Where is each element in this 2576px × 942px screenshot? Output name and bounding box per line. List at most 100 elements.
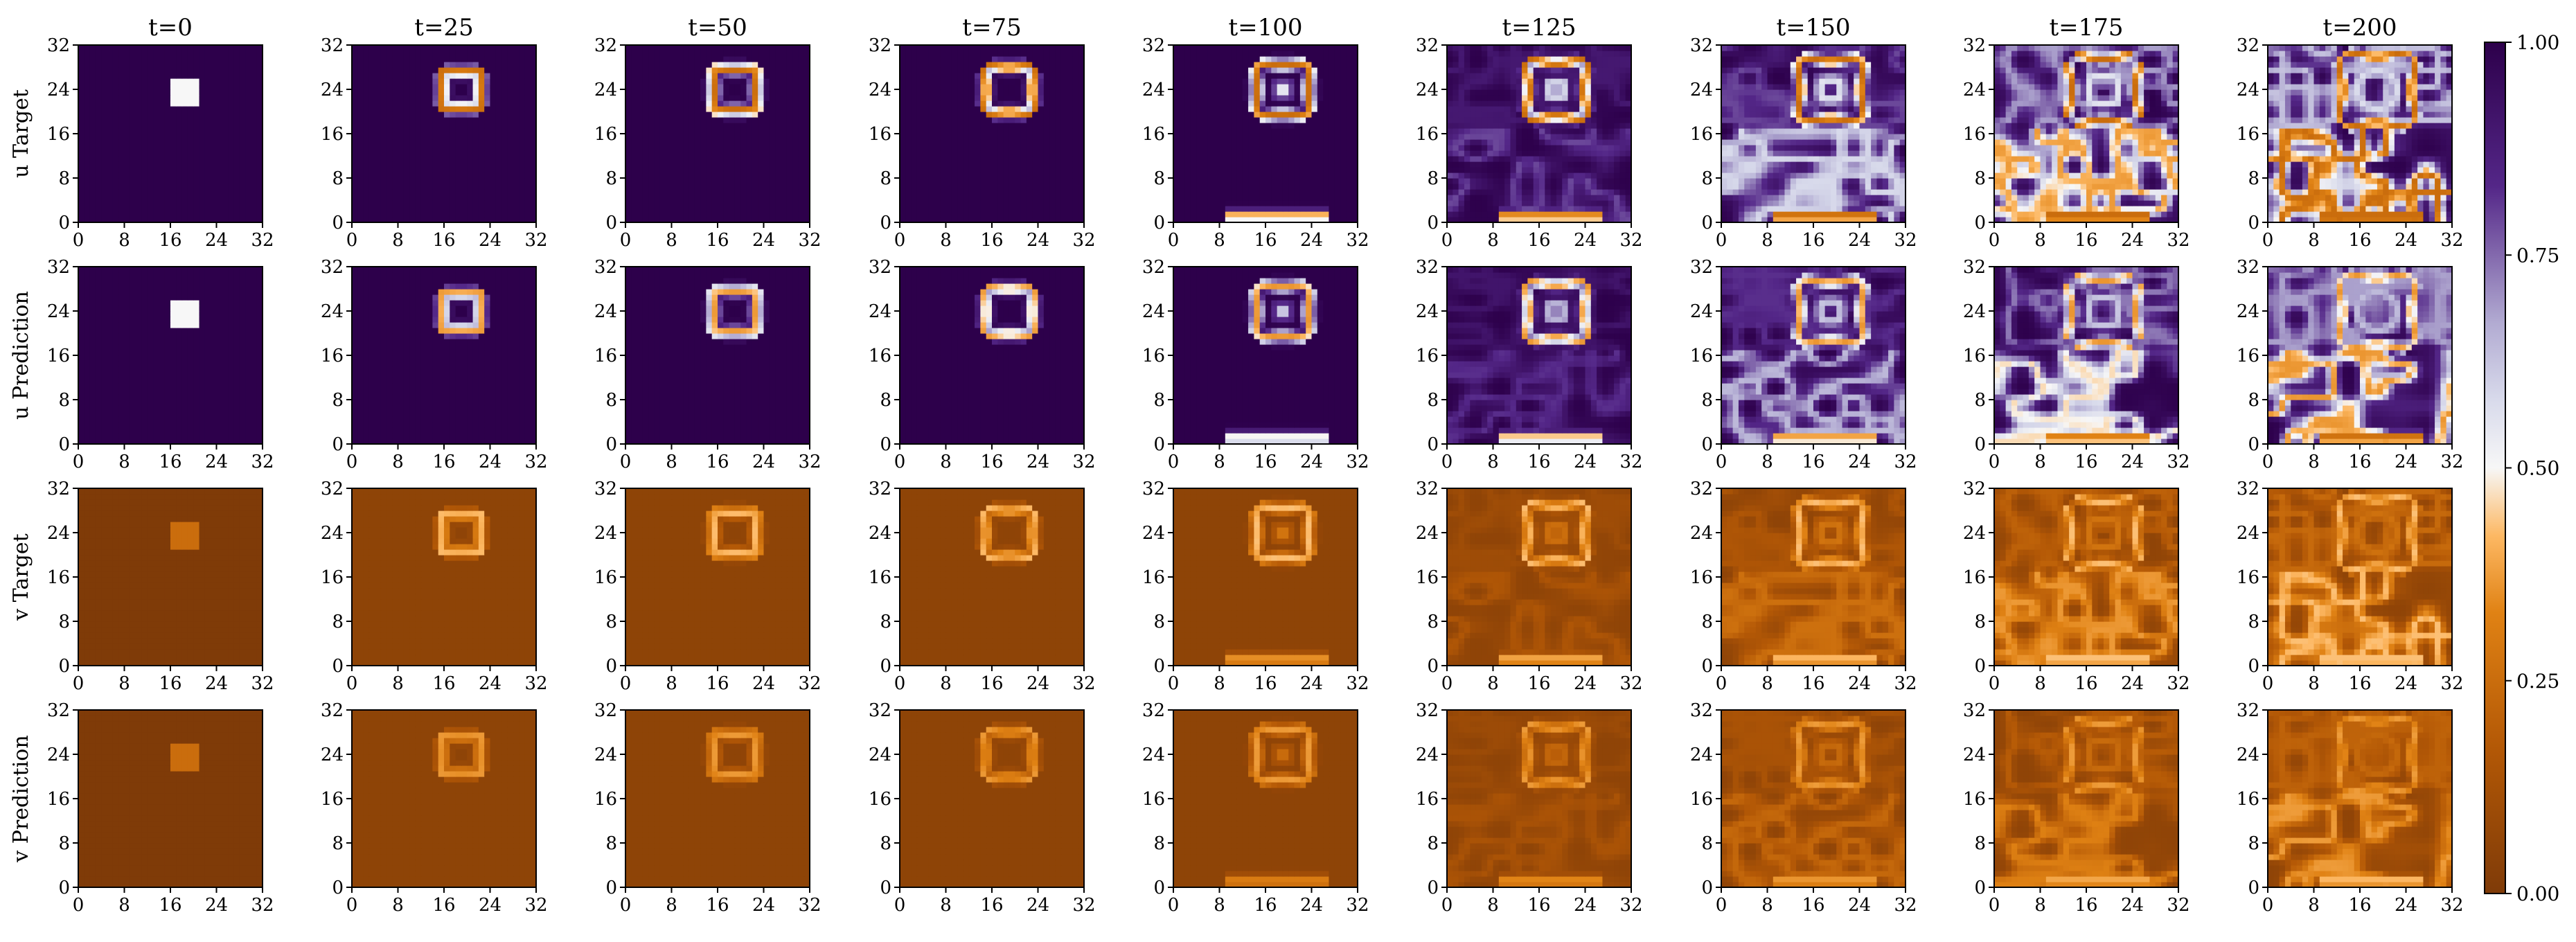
heatmap-cell <box>427 145 433 151</box>
heatmap-cell <box>467 100 473 107</box>
heatmap-cell <box>78 84 85 90</box>
heatmap-cell <box>432 189 438 195</box>
heatmap-cell <box>980 56 986 62</box>
heatmap-cell <box>900 112 906 118</box>
heatmap-cell <box>1072 73 1078 79</box>
heatmap-cell <box>217 117 223 123</box>
heatmap-cell <box>677 106 684 112</box>
heatmap-cell <box>631 150 637 157</box>
heatmap-cell <box>409 73 416 79</box>
heatmap-cell <box>648 95 655 101</box>
heatmap-cell <box>519 128 525 134</box>
heatmap-cell <box>764 56 770 62</box>
heatmap-cell <box>369 172 375 179</box>
heatmap-cell <box>222 206 229 212</box>
heatmap-cell <box>700 62 707 68</box>
heatmap-cell <box>706 156 712 162</box>
heatmap-cell <box>404 139 410 145</box>
heatmap-cell <box>625 150 632 157</box>
heatmap-cell <box>107 78 114 85</box>
heatmap-cell <box>251 67 257 73</box>
heatmap-cell <box>450 139 456 145</box>
heatmap-cell <box>735 128 741 134</box>
heatmap-cell <box>404 67 410 73</box>
heatmap-cell <box>946 172 952 179</box>
heatmap-cell <box>473 45 479 51</box>
heatmap-cell <box>917 156 923 162</box>
heatmap-cell <box>752 211 758 217</box>
heatmap-cell <box>357 56 364 62</box>
heatmap-cell <box>900 95 906 101</box>
heatmap-cell <box>689 45 695 51</box>
heatmap-cell <box>929 95 935 101</box>
heatmap-cell <box>245 178 251 184</box>
heatmap-cell <box>677 134 684 140</box>
heatmap-cell <box>427 172 433 179</box>
heatmap-cell <box>980 200 986 206</box>
heatmap-cell <box>432 145 438 151</box>
heatmap-cell <box>130 78 136 85</box>
heatmap-cell <box>357 161 364 168</box>
heatmap-cell <box>461 62 468 68</box>
heatmap-cell <box>1015 161 1021 168</box>
heatmap-cell <box>975 56 981 62</box>
heatmap-cell <box>193 117 199 123</box>
heatmap-cell <box>969 145 975 151</box>
heatmap-cell <box>934 172 941 179</box>
heatmap-cell <box>700 195 707 201</box>
heatmap-cell <box>969 128 975 134</box>
heatmap-cell <box>176 117 182 123</box>
heatmap-cell <box>1067 84 1073 90</box>
heatmap-cell <box>438 112 445 118</box>
heatmap-cell <box>392 134 398 140</box>
heatmap-cell <box>404 206 410 212</box>
heatmap-cell <box>228 89 234 96</box>
heatmap-cell <box>245 78 251 85</box>
heatmap-cell <box>524 73 531 79</box>
heatmap-cell <box>980 117 986 123</box>
heatmap-cell <box>1038 139 1045 145</box>
heatmap-cell <box>432 89 438 96</box>
heatmap-cell <box>1061 89 1067 96</box>
heatmap-cell <box>193 84 199 90</box>
heatmap-cell <box>1021 123 1027 129</box>
heatmap-cell <box>1009 89 1015 96</box>
heatmap-cell <box>700 78 707 85</box>
heatmap-cell <box>934 195 941 201</box>
heatmap-cell <box>706 189 712 195</box>
heatmap-cell <box>467 106 473 112</box>
heatmap-cell <box>251 150 257 157</box>
heatmap-cell <box>655 112 661 118</box>
heatmap-cell <box>381 211 387 217</box>
heatmap-cell <box>712 184 718 190</box>
heatmap-cell <box>963 156 969 162</box>
heatmap-cell <box>387 167 393 173</box>
heatmap-cell <box>233 189 240 195</box>
heatmap-cell <box>473 112 479 118</box>
heatmap-cell <box>952 200 958 206</box>
heatmap-cell <box>1044 123 1050 129</box>
heatmap-cell <box>1027 150 1033 157</box>
heatmap-cell <box>1021 200 1027 206</box>
heatmap-cell <box>240 123 246 129</box>
heatmap-cell <box>444 206 450 212</box>
heatmap-cell <box>153 89 159 96</box>
heatmap-cell <box>752 128 758 134</box>
heatmap-cell <box>1038 67 1045 73</box>
heatmap-cell <box>438 139 445 145</box>
heatmap-cell <box>683 178 689 184</box>
heatmap-cell <box>700 106 707 112</box>
heatmap-cell <box>625 128 632 134</box>
heatmap-cell <box>130 206 136 212</box>
heatmap-cell <box>747 184 753 190</box>
heatmap-cell <box>625 195 632 201</box>
heatmap-cell <box>153 156 159 162</box>
heatmap-cell <box>193 106 199 112</box>
heatmap-cell <box>136 45 142 51</box>
heatmap-cell <box>700 84 707 90</box>
heatmap-cell <box>700 45 707 51</box>
heatmap-cell <box>251 206 257 212</box>
heatmap-cell <box>222 178 229 184</box>
heatmap-cell <box>233 139 240 145</box>
heatmap-cell <box>113 145 119 151</box>
